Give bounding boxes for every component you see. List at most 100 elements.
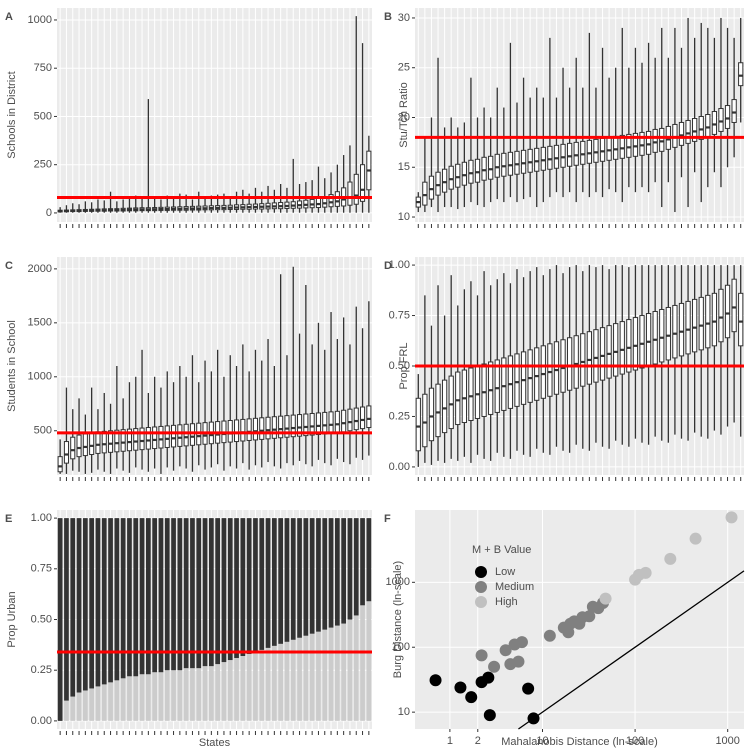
y-tick-label: 1000	[28, 371, 52, 383]
box	[711, 292, 718, 347]
box	[114, 429, 120, 453]
box	[297, 414, 303, 437]
legend-label: High	[495, 596, 518, 608]
box	[534, 347, 540, 401]
box	[494, 153, 500, 178]
bar-segment	[221, 662, 227, 721]
bar-segment	[196, 518, 202, 669]
bar-segment	[366, 601, 372, 721]
box	[171, 424, 177, 448]
box	[553, 341, 560, 395]
box	[580, 140, 586, 165]
point	[583, 610, 596, 623]
box	[481, 363, 487, 417]
box	[652, 311, 658, 365]
box	[415, 397, 421, 452]
x-axis-title: States	[199, 737, 231, 749]
bar-segment	[347, 619, 353, 721]
bar-segment	[322, 518, 328, 630]
y-tick-label: 1.00	[389, 259, 410, 271]
bar-segment	[158, 518, 164, 673]
box	[341, 409, 347, 433]
box	[507, 355, 514, 409]
bar-segment	[133, 518, 139, 677]
bar-segment	[158, 672, 164, 721]
point	[664, 552, 677, 565]
bar-segment	[183, 668, 189, 721]
box	[566, 337, 573, 391]
panel-background	[57, 8, 372, 222]
box	[632, 132, 639, 157]
bar-segment	[202, 518, 208, 667]
box	[573, 141, 579, 166]
box	[705, 114, 711, 138]
box	[259, 417, 265, 440]
bar-segment	[360, 518, 365, 606]
bar-segment	[240, 518, 246, 656]
box	[738, 292, 744, 347]
box	[101, 430, 107, 454]
box	[639, 315, 645, 369]
box	[626, 319, 632, 373]
box	[89, 432, 95, 455]
box	[645, 313, 652, 367]
bar-segment	[208, 666, 214, 721]
bar-segment	[171, 518, 176, 671]
box	[227, 420, 233, 443]
legend-title: M + B Value	[472, 544, 531, 556]
y-tick-label: 100	[392, 641, 410, 653]
bar-segment	[234, 518, 239, 659]
box	[328, 194, 334, 208]
box	[82, 433, 88, 457]
box	[540, 146, 546, 171]
box	[580, 333, 586, 387]
panel-label: A	[5, 11, 13, 23]
box	[152, 426, 158, 450]
box	[698, 296, 704, 351]
box	[514, 150, 520, 175]
box	[448, 165, 454, 190]
y-axis-title: Prop FRL	[398, 342, 410, 389]
y-tick-label: 0	[46, 207, 52, 219]
y-tick-label: 2000	[28, 263, 52, 275]
box	[474, 158, 481, 183]
box	[360, 164, 366, 202]
box	[461, 161, 467, 186]
point	[522, 682, 535, 695]
bar-segment	[341, 623, 347, 721]
bar-segment	[334, 518, 340, 626]
bar-segment	[114, 518, 120, 681]
box	[441, 168, 448, 193]
box	[290, 414, 296, 438]
x-tick-label: 1	[447, 735, 453, 747]
point	[639, 566, 652, 579]
bar-segment	[139, 674, 145, 721]
box	[672, 304, 678, 359]
box	[265, 416, 271, 440]
box	[501, 357, 507, 411]
box	[692, 117, 698, 142]
bar-segment	[120, 518, 126, 679]
point	[515, 636, 528, 649]
y-axis-title: Stu/Tch Ratio	[398, 82, 410, 147]
box	[698, 115, 704, 140]
y-tick-label: 15	[398, 161, 410, 173]
box	[70, 436, 76, 460]
bar-segment	[328, 518, 334, 628]
y-tick-label: 20	[398, 111, 410, 123]
point	[488, 660, 501, 673]
box	[731, 99, 737, 123]
bar-segment	[341, 518, 347, 624]
bar-segment	[303, 635, 309, 721]
y-tick-label: 0.75	[31, 563, 52, 575]
box	[619, 134, 625, 159]
y-axis-title: Prop Urban	[6, 591, 18, 647]
box	[705, 294, 711, 349]
box	[271, 416, 277, 439]
box	[353, 407, 359, 431]
bar-segment	[177, 518, 183, 671]
bar-segment	[309, 518, 315, 634]
box	[133, 428, 139, 451]
bar-segment	[278, 518, 284, 644]
